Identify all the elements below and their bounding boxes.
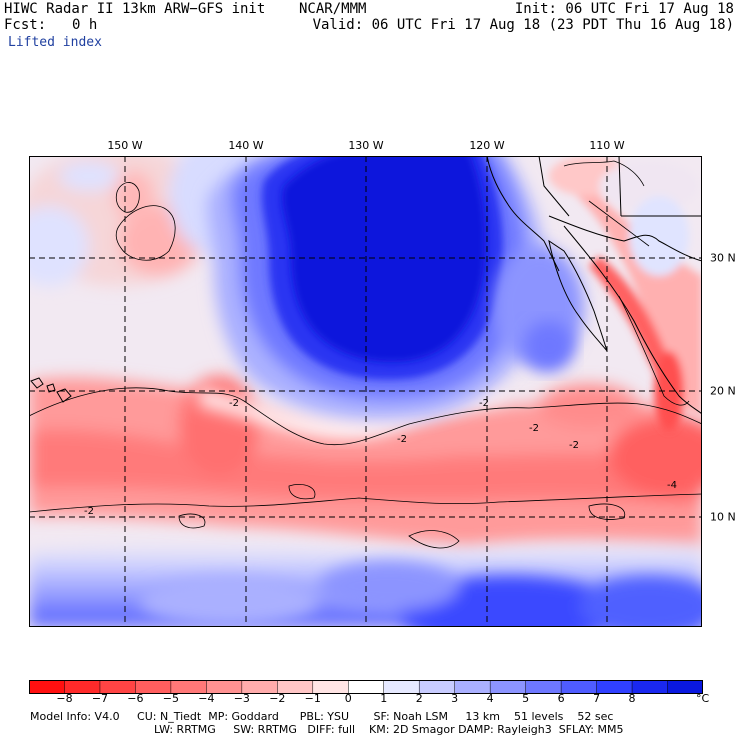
lon-label-140w: 140 W	[228, 139, 264, 152]
lon-label-120w: 120 W	[469, 139, 505, 152]
lat-label-20n: 20 N	[710, 384, 736, 398]
colorbar-segment	[418, 680, 456, 694]
colorbar-segment	[667, 680, 703, 694]
colorbar-frame	[29, 680, 703, 694]
colorbar-segment	[454, 680, 491, 694]
lat-label-10n: 10 N	[710, 510, 736, 524]
colorbar-tick-label: −2	[269, 692, 286, 705]
lifted-index-map: -2 -2 -2 -2 -2 -2 -4	[29, 156, 702, 627]
colorbar-tick-label: −3	[233, 692, 250, 705]
contour-label: -2	[229, 398, 239, 409]
mexico-mainland-coast	[563, 225, 702, 415]
lon-label-110w: 110 W	[589, 139, 625, 152]
contour-minus2	[29, 160, 702, 549]
lon-label-130w: 130 W	[348, 139, 384, 152]
model-info-line-1: Model Info: V4.0 CU: N_Tiedt MP: Goddard…	[30, 710, 614, 723]
colorbar-segment	[348, 680, 385, 694]
hawaii-islands	[30, 377, 72, 403]
colorbar-tick-label: 3	[451, 692, 459, 705]
model-info-line-2: LW: RRTMG SW: RRTMG DIFF: full KM: 2D Sm…	[154, 723, 624, 736]
state-border-1	[538, 156, 570, 217]
contour-label: -2	[479, 398, 489, 409]
valid-time: Valid: 06 UTC Fri 17 Aug 18 (23 PDT Thu …	[312, 17, 734, 33]
colorbar-segment	[525, 680, 562, 694]
lat-lon-grid	[29, 156, 702, 627]
colorbar-tick-label: −7	[91, 692, 109, 705]
state-border-3	[621, 156, 702, 217]
colorbar-tick-label: 8	[628, 692, 636, 705]
colorbar-tick-label: 0	[344, 692, 352, 705]
colorbar-tick-label: 2	[415, 692, 423, 705]
contour-label: -4	[667, 480, 677, 491]
contour-label: -2	[84, 506, 94, 517]
colorbar-tick-label: −6	[127, 692, 144, 705]
stable-air-blob	[207, 156, 584, 420]
colorbar-segment	[383, 680, 420, 694]
forecast-label: Fcst:	[4, 17, 47, 33]
colorbar-segment	[489, 680, 527, 694]
colorbar-unit: °C	[696, 692, 710, 705]
colorbar-tick-label: 5	[522, 692, 530, 705]
colorbar-tick-label: −5	[162, 692, 179, 705]
colorbar-segment	[596, 680, 633, 694]
field-name: Lifted index	[8, 35, 102, 50]
colorbar-tick-label: 6	[557, 692, 565, 705]
colorbar-tick-label: 7	[593, 692, 601, 705]
colorbar-tick-label: −4	[198, 692, 215, 705]
forecast-hour: 0 h	[72, 17, 98, 33]
lat-label-30n: 30 N	[710, 251, 736, 265]
us-west-coast	[486, 156, 560, 272]
baja-peninsula	[548, 239, 608, 352]
lon-label-150w: 150 W	[107, 139, 143, 152]
contour-label: -2	[569, 440, 579, 451]
state-border-2	[618, 156, 622, 217]
colorbar-segment	[560, 680, 598, 694]
coastlines	[30, 156, 702, 415]
colorbar-tick-label: −1	[304, 692, 321, 705]
colorbar-tick-label: −8	[56, 692, 73, 705]
colorbar-tick-label: 1	[380, 692, 388, 705]
pale-transition-zone	[199, 381, 499, 439]
init-time: Init: 06 UTC Fri 17 Aug 18	[514, 1, 734, 17]
colorbar-tick-label: 4	[486, 692, 494, 705]
chart-title: HIWC Radar II 13km ARW−GFS init NCAR/MMM	[4, 1, 367, 17]
us-mexico-border	[548, 215, 702, 262]
contour-label: -2	[397, 434, 407, 445]
map-frame	[29, 156, 702, 627]
colorbar	[29, 680, 703, 694]
colorbar-segment	[631, 680, 669, 694]
contour-label: -2	[529, 423, 539, 434]
